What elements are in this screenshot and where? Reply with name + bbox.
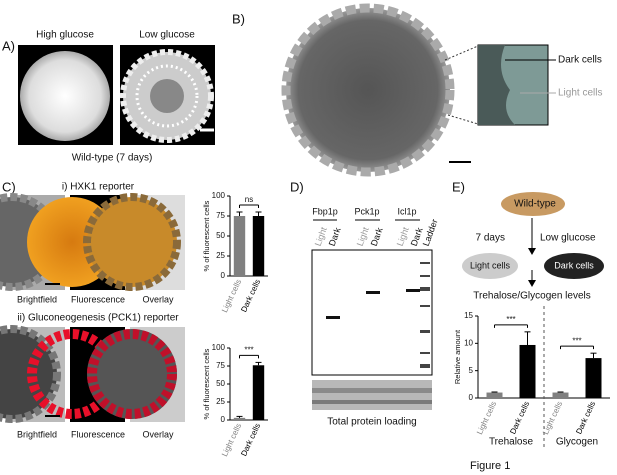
significance-label: *** [572,336,581,345]
protein-label: Fbp1p [312,206,338,216]
lane-label: Dark [327,226,343,248]
y-tick-label: 0 [221,271,226,280]
loading-band [312,400,432,404]
panel-label: E) [452,179,465,194]
x-tick-label: Dark cells [574,400,597,436]
bar [519,344,536,398]
image-label: Fluorescence [71,294,125,304]
bar [252,365,265,420]
image-title: Low glucose [139,30,195,41]
bar [552,392,569,398]
loading-blot [312,380,432,410]
reporter-title: i) HXK1 reporter [62,182,135,193]
image-label: Brightfield [17,429,57,439]
x-tick-label: Dark cells [239,278,262,314]
colony-center [150,79,184,113]
y-tick-label: 25 [216,251,225,260]
bar [486,392,503,398]
y-tick-label: 50 [216,379,225,388]
image-label: Brightfield [17,294,57,304]
diagram-label: 7 days [476,233,505,244]
image-title: High glucose [36,30,94,41]
x-tick-label: Dark cells [508,400,531,436]
panel-label: D) [290,179,304,194]
arrow-head [528,248,536,255]
protein-label: Icl1p [397,206,416,216]
group-label: Trehalose [489,437,534,448]
diagram-label: Trehalose/Glycogen levels [473,291,590,302]
panel-label: A) [2,38,15,53]
connector [444,45,479,61]
x-tick-label: Light cells [475,400,498,436]
y-tick-label: 100 [212,343,226,352]
colony [281,3,455,177]
diagram-label: Wild-type [514,199,556,210]
connector [447,114,479,125]
band [406,289,420,292]
bar [252,216,265,276]
lane-label: Dark [369,226,385,248]
lane-label: Ladder [421,218,440,248]
bar [233,417,246,420]
image-label: Fluorescence [71,429,125,439]
inset-label: Dark cells [558,55,602,66]
panel-label: C) [2,179,16,194]
y-tick-label: 25 [216,397,225,406]
y-tick-label: 75 [216,211,225,220]
cell-icon [544,253,604,279]
figure-label: Figure 1 [470,460,510,472]
y-tick-label: 75 [216,361,225,370]
bar [233,216,246,276]
colony [83,193,181,291]
y-axis-label: % of fluorescent cells [202,200,211,271]
significance-label: ns [245,195,253,204]
y-tick-label: 0 [469,393,474,402]
bar [585,358,602,398]
image-label: Overlay [142,429,174,439]
cell-icon [462,253,518,279]
significance-label: *** [244,346,253,355]
diagram-label: Dark cells [554,260,594,270]
colony [20,51,110,141]
inset-dark [478,45,515,125]
blot [311,249,433,376]
colony [87,329,177,419]
reporter-title: ii) Gluconeogenesis (PCK1) reporter [17,313,179,324]
loading-band [312,388,432,393]
y-tick-label: 0 [221,415,226,424]
ladder [420,262,430,368]
arrow-head [528,280,536,287]
panel-label: B) [232,11,245,26]
x-tick-label: Light cells [541,400,564,436]
cell-icon [501,192,565,216]
x-tick-label: Dark cells [239,422,262,458]
image-label: Overlay [142,294,174,304]
protein-label: Pck1p [354,206,379,216]
y-axis-label: % of fluorescent cells [202,348,211,419]
y-tick-label: 50 [216,231,225,240]
band [326,316,340,319]
diagram-label: Low glucose [540,233,596,244]
diagram-label: Light cells [470,260,511,270]
y-tick-label: 5 [469,366,474,375]
colony-texture [135,64,199,128]
y-tick-label: 100 [212,191,226,200]
significance-label: *** [506,315,515,324]
caption: Total protein loading [327,417,417,428]
group-label: Glycogen [556,437,598,448]
y-tick-label: 10 [464,338,473,347]
caption: Wild-type (7 days) [72,153,153,164]
band [366,291,380,294]
y-axis-label: Relative amount [453,329,462,384]
inset-label: Light cells [558,88,602,99]
y-tick-label: 15 [464,311,473,320]
colony [87,329,177,419]
